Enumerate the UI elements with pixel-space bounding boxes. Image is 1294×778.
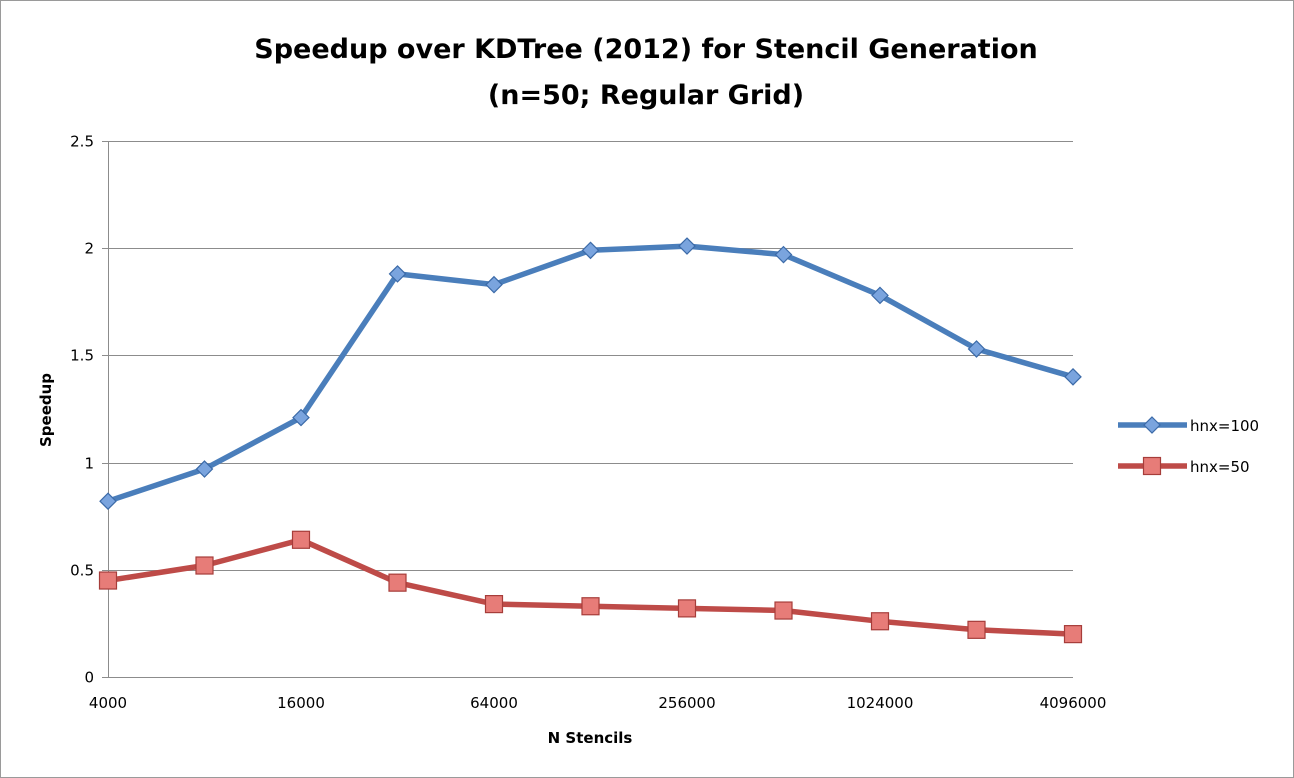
data-point: [678, 237, 696, 255]
data-point: [871, 286, 889, 305]
data-point: [99, 492, 117, 511]
data-point: [677, 599, 697, 618]
legend-label: hnx=100: [1190, 417, 1259, 435]
legend-marker: [1142, 456, 1162, 476]
data-point: [581, 597, 600, 616]
data-point: [195, 556, 214, 575]
y-tick-label: 0: [84, 669, 94, 687]
data-point: [967, 620, 986, 639]
series-1: [99, 237, 1082, 511]
data-point: [870, 612, 890, 631]
data-point: [484, 595, 504, 614]
legend-label: hnx=50: [1190, 458, 1250, 476]
data-point: [967, 340, 986, 358]
legend-item: hnx=50: [1118, 456, 1250, 476]
data-point: [485, 275, 503, 294]
data-point: [195, 460, 214, 478]
data-point: [1063, 625, 1083, 644]
y-axis-label: Speedup: [37, 373, 55, 447]
series-2: [98, 530, 1083, 644]
data-point: [291, 530, 311, 549]
series-line: [105, 243, 1076, 504]
x-tick-label: 256000: [658, 694, 715, 712]
x-tick-label: 16000: [277, 694, 325, 712]
legend-item: hnx=100: [1118, 416, 1259, 435]
data-point: [98, 571, 118, 590]
data-point: [774, 245, 793, 264]
y-tick-labels: 0 0.5 1 1.5 2 2.5: [70, 133, 94, 687]
y-tick-label: 2.5: [70, 133, 94, 151]
x-tick-label: 64000: [470, 694, 518, 712]
y-tick-label: 1.5: [70, 347, 94, 365]
x-axis-label: N Stencils: [548, 729, 633, 747]
x-tick-label: 4000: [89, 694, 127, 712]
chart-title-line-1: Speedup over KDTree (2012) for Stencil G…: [254, 34, 1038, 65]
data-point: [581, 241, 600, 260]
legend: hnx=100 hnx=50: [1118, 416, 1259, 476]
series-group: [98, 237, 1083, 644]
data-point: [1064, 367, 1082, 386]
y-tick-label: 2: [84, 240, 94, 258]
y-tick-label: 1: [84, 455, 94, 473]
chart-title-line-2: (n=50; Regular Grid): [488, 80, 804, 111]
series-line: [105, 537, 1076, 637]
x-tick-labels: 4000 16000 64000 256000 1024000 4096000: [89, 694, 1107, 712]
x-tick-label: 4096000: [1040, 694, 1107, 712]
data-point: [388, 573, 407, 592]
data-point: [292, 408, 310, 427]
x-tick-label: 1024000: [847, 694, 914, 712]
y-tick-label: 0.5: [70, 562, 94, 580]
data-point: [774, 601, 793, 620]
legend-marker: [1143, 416, 1161, 434]
gridlines: [108, 141, 1073, 571]
data-point: [388, 265, 407, 283]
